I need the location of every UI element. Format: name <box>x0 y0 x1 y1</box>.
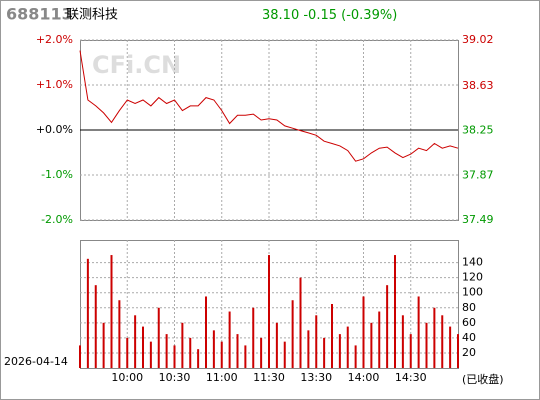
volume-bar <box>212 330 215 368</box>
change: -0.15 <box>303 8 337 23</box>
volume-bar <box>149 341 152 368</box>
volume-bar <box>173 345 176 368</box>
volume-bar <box>409 334 412 368</box>
volume-bar <box>102 322 105 368</box>
x-tick-label: 11:00 <box>206 371 238 384</box>
volume-bar <box>283 341 286 368</box>
date: 2026-04-14 <box>4 355 68 368</box>
volume-bar <box>94 285 97 368</box>
volume-bar <box>417 296 420 368</box>
price-line <box>79 50 459 162</box>
volume-bar <box>362 296 365 368</box>
volume-bar <box>142 326 144 368</box>
y2-tick-label: +1.0% <box>36 78 73 91</box>
x-tick-label: 13:30 <box>300 371 332 384</box>
y-tick-label: 37.49 <box>462 213 494 226</box>
y2-tick-label: +2.0% <box>36 33 73 46</box>
volume-bar <box>86 258 89 368</box>
volume-bar <box>307 330 310 368</box>
volume-bar <box>118 300 121 368</box>
volume-bar <box>394 255 396 368</box>
volume-bar <box>338 334 341 368</box>
y-tick-label: 60 <box>462 316 476 329</box>
volume-bar <box>370 322 373 368</box>
y-tick-label: 40 <box>462 331 476 344</box>
volume-bar <box>378 311 381 368</box>
volume-bar <box>315 315 318 368</box>
volume-bar <box>433 307 436 368</box>
volume-bar <box>244 345 247 368</box>
status: (已收盘) <box>462 372 504 386</box>
volume-bar <box>331 304 333 368</box>
volume-bar <box>346 326 349 368</box>
price: 38.10 <box>262 8 299 23</box>
volume-bar <box>354 345 357 368</box>
volume-bar <box>291 300 294 368</box>
volume-bar <box>252 307 255 368</box>
y-tick-label: 140 <box>462 256 483 269</box>
volume-bar <box>449 326 452 368</box>
y-tick-label: 39.02 <box>462 33 494 46</box>
volume-bar <box>228 311 231 368</box>
volume-bar <box>441 315 444 368</box>
x-tick-label: 10:00 <box>111 371 143 384</box>
x-tick-label: 11:30 <box>253 371 285 384</box>
quote: 38.10 -0.15 (-0.39%) <box>262 8 397 23</box>
volume-bar <box>425 322 428 368</box>
stock-name: 联测科技 <box>66 8 118 23</box>
volume-bar <box>134 315 137 368</box>
volume-bar <box>79 345 81 368</box>
volume-bar <box>236 334 239 368</box>
volume-bar <box>189 337 192 368</box>
volume-bar <box>401 315 404 368</box>
volume-bar <box>110 255 113 368</box>
y-tick-label: 120 <box>462 271 483 284</box>
stock-code: 688113 <box>6 5 73 24</box>
volume-bar <box>386 285 389 368</box>
percent: (-0.39%) <box>341 8 397 23</box>
y2-tick-label: -1.0% <box>41 168 73 181</box>
volume-bar <box>126 337 129 368</box>
x-tick-label: 10:30 <box>159 371 191 384</box>
volume-bar <box>323 337 326 368</box>
volume-bar <box>205 296 207 368</box>
volume-bar <box>457 334 459 368</box>
volume-bar <box>181 322 184 368</box>
volume-bar <box>299 277 302 368</box>
y-tick-label: 20 <box>462 346 476 359</box>
volume-bar <box>165 334 168 368</box>
x-tick-label: 14:30 <box>395 371 427 384</box>
volume-bar <box>275 322 278 368</box>
y-tick-label: 38.25 <box>462 124 494 137</box>
y-tick-label: 100 <box>462 286 483 299</box>
volume-bar <box>197 349 200 368</box>
volume-bar <box>260 337 263 368</box>
volume-bar <box>220 341 223 368</box>
volume-bar <box>157 307 160 368</box>
y2-tick-label: +0.0% <box>36 123 73 136</box>
x-tick-label: 14:00 <box>348 371 380 384</box>
watermark: CFi.CN <box>92 51 181 79</box>
y-tick-label: 37.87 <box>462 168 494 181</box>
y2-tick-label: -2.0% <box>41 213 73 226</box>
y-tick-label: 38.63 <box>462 79 494 92</box>
y-tick-label: 80 <box>462 301 476 314</box>
volume-bar <box>268 255 270 368</box>
